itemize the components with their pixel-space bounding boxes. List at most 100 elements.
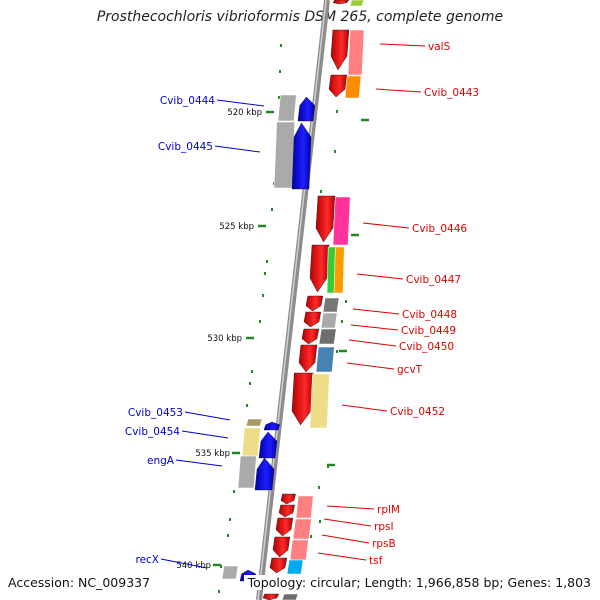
scale-dot (251, 370, 253, 373)
scale-dot (227, 534, 229, 537)
gene-label: Cvib_0454 (125, 426, 180, 438)
gene-arrow (301, 328, 320, 345)
gene-arrow (263, 421, 280, 431)
gene-label: engA (147, 455, 175, 467)
scale-dot (310, 535, 312, 538)
leader-line (184, 411, 231, 421)
scale-dot (336, 350, 338, 353)
gene-box (309, 373, 330, 429)
gene-label: Cvib_0443 (424, 87, 479, 99)
leader-line (326, 505, 375, 510)
scale-dot (327, 465, 329, 468)
backbone-line (256, 0, 330, 600)
scale-dot (271, 208, 273, 211)
scale-dot (336, 110, 338, 113)
leader-line (323, 518, 372, 527)
gene-label: Cvib_0449 (401, 325, 456, 337)
leader-line (175, 459, 223, 467)
gene-arrow (269, 557, 288, 574)
scale-dot (318, 486, 320, 489)
gene-box (347, 29, 365, 76)
gene-box (273, 121, 296, 189)
gene-label: Cvib_0450 (399, 341, 454, 353)
gene-arrow (303, 311, 322, 328)
scale-label: 520 kbp (227, 108, 262, 118)
gene-arrow (272, 536, 291, 558)
gene-box (333, 246, 345, 294)
scale-dot (259, 320, 261, 323)
scale-dot (218, 590, 220, 593)
leader-line (181, 430, 229, 439)
gene-arrow (315, 195, 336, 243)
backbone-highlight (257, 0, 327, 600)
gene-box (241, 427, 261, 457)
leader-line (214, 145, 261, 153)
scale-dot (279, 70, 281, 73)
leader-line (346, 362, 395, 370)
gene-arrow (298, 344, 318, 373)
scale-dot (334, 150, 336, 153)
scale-label: 540 kbp (176, 561, 211, 571)
scale-dot (233, 490, 235, 493)
gene-label: Cvib_0445 (158, 141, 213, 153)
scale-dot (220, 565, 222, 568)
scale-dot (345, 300, 347, 303)
gene-arrow (280, 493, 296, 505)
leader-line (375, 88, 422, 93)
scale-dot (280, 44, 282, 47)
gene-box (315, 346, 335, 373)
scale-dot (341, 320, 343, 323)
gene-label: rplM (377, 504, 400, 516)
scale-dot (320, 190, 322, 193)
gene-box (289, 539, 309, 561)
scale-dot (262, 294, 264, 297)
gene-arrow (254, 457, 275, 491)
gene-label: rpsB (372, 538, 396, 550)
map-title: Prosthecochloris vibrioformis DSM 265, c… (96, 9, 504, 25)
gene-label: tsf (369, 555, 383, 567)
scale-dot (266, 260, 268, 263)
scale-label: 530 kbp (207, 334, 242, 344)
leader-line (350, 324, 399, 331)
gene-arrow (291, 372, 314, 426)
gene-arrow (309, 244, 330, 293)
gene-box (286, 559, 304, 575)
leader-line (341, 404, 388, 412)
gene-box (295, 495, 314, 519)
gene-label: Cvib_0452 (390, 406, 445, 418)
gene-label: recX (135, 554, 159, 566)
gene-label: Cvib_0444 (160, 95, 215, 107)
leader-line (160, 558, 208, 569)
gene-box (332, 196, 351, 246)
scale-dot (246, 404, 248, 407)
gene-box (237, 455, 257, 489)
leader-line (216, 99, 265, 107)
leader-line (352, 308, 400, 315)
gene-label: Cvib_0453 (128, 407, 183, 419)
gene-box (318, 328, 337, 345)
gene-arrow (328, 74, 348, 98)
gene-label: gcvT (397, 364, 423, 376)
genome-backbone (256, 0, 330, 600)
gene-label: Cvib_0447 (406, 274, 461, 286)
gene-arrow (297, 96, 316, 122)
gene-arrow (305, 295, 324, 312)
scale-dot (278, 96, 280, 99)
gene-box (281, 593, 299, 600)
scale-dot (319, 520, 321, 523)
gene-box (344, 75, 362, 99)
gene-box (221, 565, 239, 580)
gene-label: rpsI (374, 521, 394, 533)
gene-box (349, 0, 365, 7)
gene-box (277, 94, 297, 122)
gene-label: valS (428, 41, 451, 53)
gene-features (221, 0, 365, 600)
leader-line (321, 534, 370, 544)
gene-arrow (332, 0, 349, 5)
gene-label: Cvib_0446 (412, 223, 467, 235)
label-leaders (160, 43, 426, 569)
gene-arrow (275, 517, 294, 537)
gene-box (320, 312, 338, 329)
scale-dot (264, 272, 266, 275)
